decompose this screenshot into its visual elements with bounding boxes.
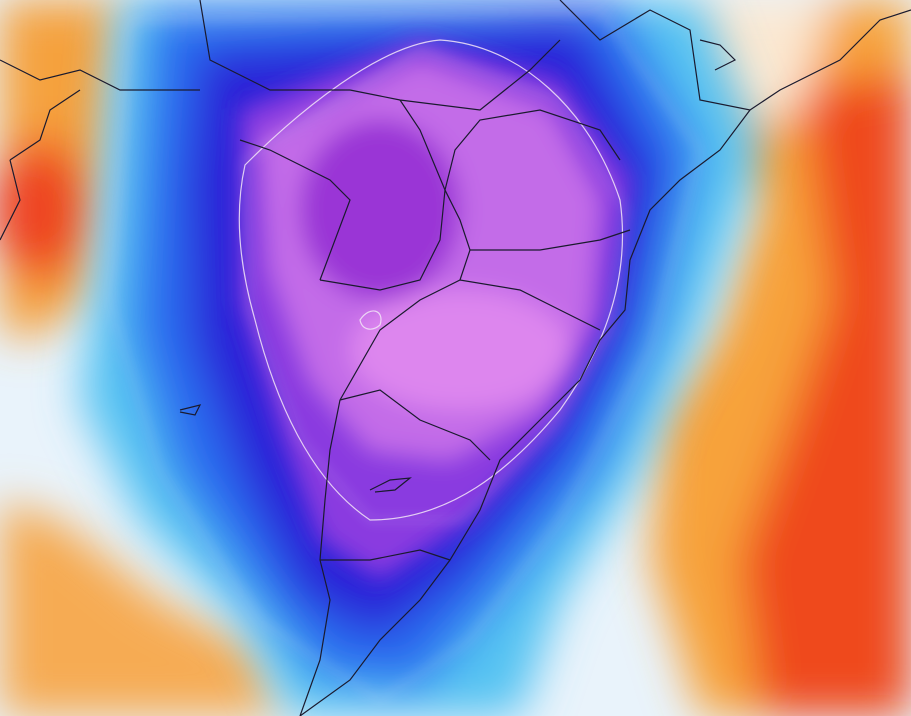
extreme-cold-fields <box>240 40 630 580</box>
extreme-cold-core <box>300 120 460 300</box>
contour-line <box>238 39 624 521</box>
island-group <box>369 477 412 493</box>
hot-area-east <box>740 70 911 716</box>
border <box>349 39 561 111</box>
coastline-north <box>559 0 911 111</box>
border <box>199 0 350 91</box>
contour-line <box>359 310 382 330</box>
contour-line <box>109 9 701 701</box>
border <box>0 159 21 241</box>
border <box>0 59 200 91</box>
border <box>319 189 446 291</box>
coastline-east <box>299 109 751 716</box>
warm-area-southwest <box>0 500 280 716</box>
island-group <box>699 39 737 71</box>
border <box>470 229 631 251</box>
border <box>339 389 491 461</box>
border <box>239 139 351 281</box>
extreme-cold-southern-lobe <box>350 290 570 410</box>
contour-lines-sharp <box>238 39 624 521</box>
border <box>320 549 451 561</box>
border <box>399 99 446 191</box>
border <box>444 109 621 281</box>
border <box>9 89 81 161</box>
lake <box>179 404 202 416</box>
hot-area-northwest <box>0 140 90 280</box>
